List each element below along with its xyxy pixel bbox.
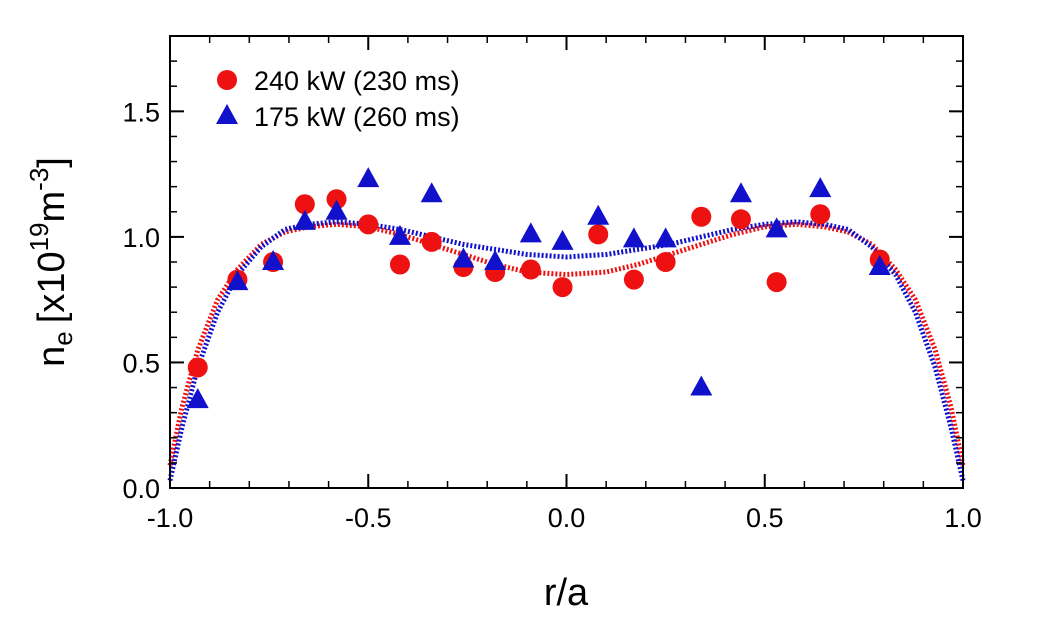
data-point-series-1 (766, 272, 787, 293)
data-point-series-2 (519, 222, 542, 243)
x-tick-label: -1.0 (147, 503, 194, 533)
data-point-series-2 (226, 270, 249, 291)
data-point-series-1 (655, 252, 676, 272)
data-point-series-1 (520, 259, 541, 280)
data-point-series-1 (588, 224, 609, 245)
data-point-series-1 (389, 254, 410, 275)
legend-label-series-1: 240 kW (230 ms) (254, 66, 460, 96)
y-title-base: n (31, 346, 73, 367)
data-points-layer (186, 167, 891, 409)
data-point-series-2 (357, 167, 380, 188)
data-point-series-1 (730, 209, 751, 230)
data-point-series-1 (326, 189, 347, 210)
fit-curves-layer (167, 219, 966, 482)
data-point-series-2 (690, 375, 713, 396)
data-point-series-2 (729, 182, 752, 203)
x-axis-title: r/a (544, 572, 589, 614)
y-title-exponent-2: -3 (24, 168, 54, 191)
data-point-series-2 (262, 250, 285, 270)
y-title-bracket-open: [x10 (31, 251, 73, 323)
x-tick-label: 0.5 (746, 503, 784, 533)
data-point-series-2 (809, 177, 832, 198)
data-point-series-1 (552, 277, 573, 298)
y-tick-label: 0.5 (122, 348, 160, 378)
plot-frame (169, 35, 964, 489)
legend-label-series-2: 175 kW (260 ms) (254, 102, 460, 132)
data-point-series-2 (868, 255, 891, 276)
data-point-series-2 (452, 247, 475, 268)
y-title-unit: m (31, 191, 73, 223)
y-tick-label: 1.0 (122, 223, 160, 253)
data-point-series-2 (765, 217, 788, 238)
y-tick-label: 0.0 (122, 474, 160, 504)
data-point-series-1 (421, 231, 442, 252)
y-title-bracket-close: ] (31, 157, 73, 168)
data-point-series-2 (587, 204, 610, 225)
data-point-series-1 (810, 204, 831, 225)
data-point-series-2 (654, 227, 677, 248)
fit-curve-series-2 (167, 219, 966, 482)
x-tick-label: -0.5 (345, 503, 392, 533)
data-point-series-1 (358, 214, 379, 235)
y-axis-title: ne [x1019m-3] (24, 157, 78, 367)
legend-marker-series-2 (216, 104, 238, 124)
legend: 240 kW (230 ms) 175 kW (260 ms) (216, 66, 460, 132)
data-point-series-1 (294, 194, 315, 215)
tick-labels-layer: -1.0 -0.5 0.0 0.5 1.0 0.0 0.5 1.0 1.5 (122, 97, 981, 533)
data-point-series-2 (388, 224, 411, 245)
y-title-exponent-1: 19 (24, 222, 54, 251)
data-point-series-2 (622, 227, 645, 248)
x-tick-label: 0.0 (548, 503, 586, 533)
data-point-series-1 (623, 269, 644, 290)
data-point-series-2 (325, 199, 348, 220)
data-point-series-2 (293, 209, 316, 230)
data-point-series-1 (187, 357, 208, 378)
data-point-series-2 (484, 250, 507, 270)
y-tick-label: 1.5 (122, 97, 160, 127)
data-point-series-1 (691, 206, 712, 227)
legend-marker-series-1 (217, 70, 237, 90)
data-point-series-2 (420, 182, 443, 203)
y-title-subscript: e (48, 331, 78, 345)
fit-curve-series-1 (167, 221, 966, 466)
data-point-series-2 (551, 229, 574, 250)
data-point-series-2 (186, 388, 209, 409)
x-tick-label: 1.0 (944, 503, 982, 533)
